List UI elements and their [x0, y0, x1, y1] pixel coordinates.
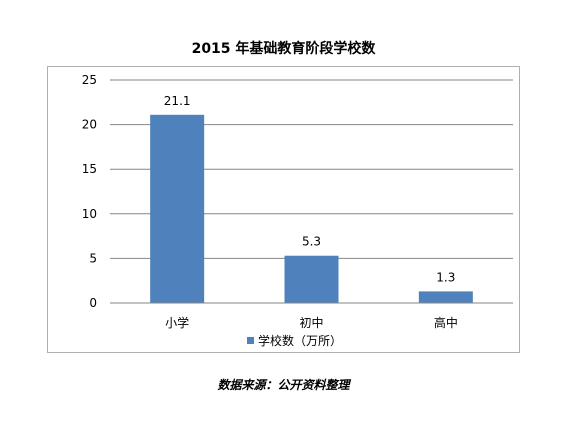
- y-tick-label: 25: [82, 73, 97, 87]
- data-label: 5.3: [302, 235, 321, 249]
- y-tick-label: 20: [82, 118, 97, 132]
- chart-frame: [47, 66, 520, 353]
- legend: 学校数（万所）: [247, 332, 342, 349]
- bar: [284, 255, 339, 303]
- legend-label: 学校数（万所）: [258, 334, 343, 348]
- bar: [418, 291, 473, 303]
- category-label: 初中: [299, 315, 323, 330]
- chart-title: 2015 年基础教育阶段学校数: [191, 41, 376, 57]
- legend-swatch: [247, 337, 254, 344]
- y-tick-label: 15: [82, 162, 97, 176]
- category-label: 高中: [434, 315, 458, 330]
- data-label: 21.1: [164, 94, 191, 108]
- category-label: 小学: [165, 315, 189, 330]
- source-note: 数据来源：公开资料整理: [217, 378, 350, 392]
- y-tick-label: 5: [89, 251, 97, 265]
- y-tick-label: 10: [82, 207, 97, 221]
- y-tick-label: 0: [89, 296, 97, 310]
- bar: [150, 114, 205, 304]
- data-label: 1.3: [436, 270, 455, 284]
